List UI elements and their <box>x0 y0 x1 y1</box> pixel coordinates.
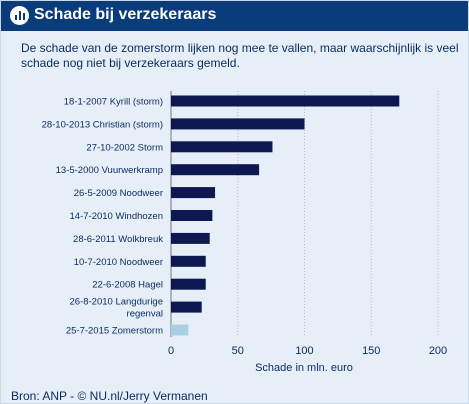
bar <box>171 232 210 244</box>
bar <box>171 187 216 199</box>
category-label: 27-10-2002 Storm <box>86 142 163 153</box>
category-label: 10-7-2010 Noodweer <box>74 257 163 268</box>
bar <box>171 95 400 107</box>
x-tick-label: 0 <box>168 345 174 357</box>
category-label: 28-6-2011 Wolkbreuk <box>73 234 163 245</box>
bar <box>171 278 206 290</box>
bar <box>171 118 305 130</box>
header-bar: Schade bij verzekeraars <box>1 1 468 31</box>
category-label: 26-8-2010 Langdurige regenval <box>70 297 164 320</box>
source-credit: Bron: ANP - © NU.nl/Jerry Vermanen <box>11 389 208 403</box>
x-tick-label: 100 <box>295 345 313 357</box>
chart-subtitle: De schade van de zomerstorm lijken nog m… <box>21 41 459 70</box>
category-label: 25-7-2015 Zomerstorm <box>66 326 163 337</box>
category-label: 28-10-2013 Christian (storm) <box>42 119 163 130</box>
bar <box>171 141 273 153</box>
x-tick-label: 200 <box>429 345 447 357</box>
page-title: Schade bij verzekeraars <box>34 6 217 23</box>
bar-chart: 0 50 100 150 200 18-1-2007 Kyrill (storm) 28-1… <box>42 91 447 374</box>
x-axis-title: Schade in mln. euro <box>255 362 353 374</box>
bar <box>171 324 189 336</box>
category-label: 22-6-2008 Hagel <box>92 280 163 291</box>
x-tick-label: 150 <box>362 345 380 357</box>
bar <box>171 164 260 176</box>
category-label: 26-5-2009 Noodweer <box>74 188 163 199</box>
bar <box>171 210 213 221</box>
bar-chart-icon <box>10 6 29 25</box>
x-tick-label: 50 <box>232 345 244 357</box>
bar <box>171 301 202 313</box>
category-label: 14-7-2010 Windhozen <box>70 211 163 222</box>
bar <box>171 255 206 267</box>
category-label: 18-1-2007 Kyrill (storm) <box>64 97 163 108</box>
category-label: 13-5-2000 Vuurwerkramp <box>56 165 163 176</box>
